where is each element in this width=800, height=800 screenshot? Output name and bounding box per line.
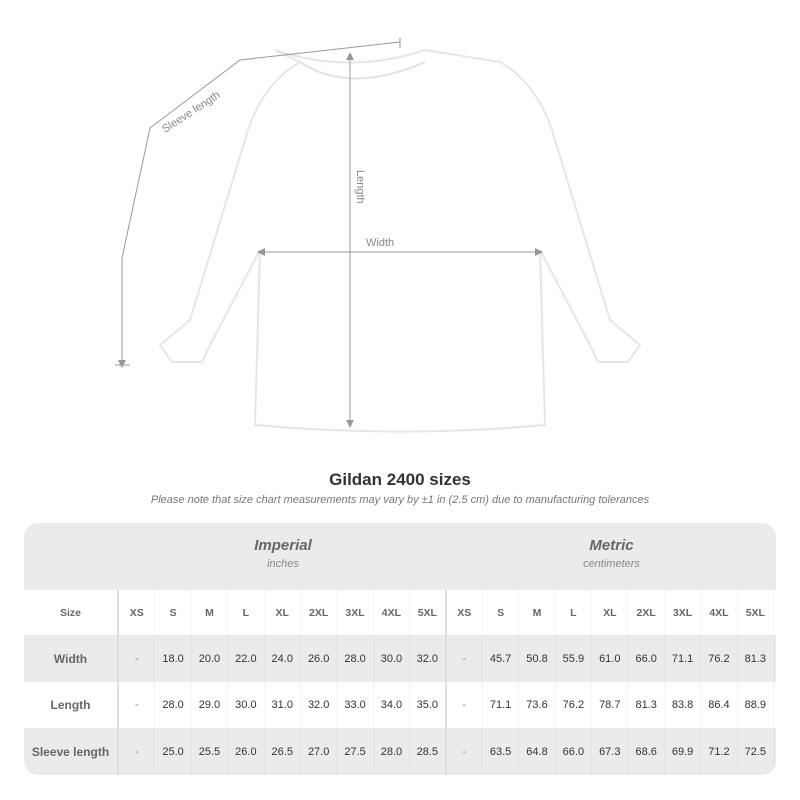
size-header: Size [24, 590, 119, 635]
imperial-unit: inches [267, 558, 299, 570]
metric-value: 86.4 [701, 682, 738, 728]
imperial-value: 26.0 [301, 635, 338, 682]
imperial-value: 34.0 [374, 682, 411, 728]
imperial-value: 27.5 [337, 728, 374, 775]
size-xs-header: XS [447, 590, 483, 635]
size-l-header: L [556, 590, 593, 635]
imperial-value: 26.5 [265, 728, 301, 775]
imperial-value: 31.0 [265, 682, 301, 728]
size-xl-header: XL [592, 590, 629, 635]
table-row: Width -18.0 20.0 22.0 24.0 26.0 28.0 30.0 32.0-4… [24, 635, 776, 682]
size-m-header: M [192, 590, 229, 635]
imperial-value: 22.0 [228, 635, 265, 682]
metric-value: 88.9 [738, 682, 775, 728]
table-row: Sleeve length -25.0 25.5 26.0 26.5 27.0 27.5 28… [24, 728, 776, 775]
imperial-value: 18.0 [155, 635, 192, 682]
row-label: Length [24, 682, 119, 728]
metric-value: 50.8 [519, 635, 556, 682]
imperial-title: Imperial [254, 537, 312, 554]
metric-value: - [447, 682, 483, 728]
metric-value: 78.7 [592, 682, 629, 728]
page-title: Gildan 2400 sizes [329, 470, 471, 489]
metric-group: Metric centimeters [447, 537, 776, 570]
imperial-value: 27.0 [301, 728, 338, 775]
metric-value: 67.3 [592, 728, 629, 775]
imperial-value: 30.0 [228, 682, 265, 728]
metric-value: 81.3 [738, 635, 775, 682]
metric-value: 63.5 [483, 728, 520, 775]
sleeve-length-label: Sleeve length [160, 89, 222, 135]
metric-value: 71.2 [701, 728, 738, 775]
sleeve-measure-line [121, 41, 401, 365]
metric-value: 64.8 [519, 728, 556, 775]
metric-value: 61.0 [592, 635, 629, 682]
imperial-value: 25.5 [192, 728, 229, 775]
imperial-value: 35.0 [410, 682, 447, 728]
size-4xl-header: 4XL [701, 590, 738, 635]
metric-value: 72.5 [738, 728, 775, 775]
size-header-row: Size XS S M L XL 2XL 3XL 4XL 5XL XS S M L XL 2XL 3XL 4XL 5… [24, 590, 776, 635]
imperial-group: Imperial inches [119, 537, 447, 570]
metric-value: 66.0 [556, 728, 593, 775]
imperial-value: 32.0 [301, 682, 338, 728]
tolerance-note: Please note that size chart measurements… [150, 494, 650, 506]
imperial-value: 26.0 [228, 728, 265, 775]
size-s-header: S [155, 590, 192, 635]
imperial-value: - [119, 728, 156, 775]
size-m-header: M [519, 590, 556, 635]
table-row: Length -28.0 29.0 30.0 31.0 32.0 33.0 34.0 35.0-… [24, 682, 776, 728]
size-5xl-header: 5XL [738, 590, 775, 635]
row-label: Sleeve length [24, 728, 119, 775]
metric-title: Metric [589, 537, 634, 554]
width-label: Width [366, 237, 394, 249]
metric-value: 69.9 [665, 728, 702, 775]
size-s-header: S [483, 590, 520, 635]
size-2xl-header: 2XL [628, 590, 665, 635]
length-label: Length [354, 170, 366, 204]
size-3xl-header: 3XL [337, 590, 374, 635]
metric-value: 71.1 [483, 682, 520, 728]
size-3xl-header: 3XL [665, 590, 702, 635]
collar [299, 61, 426, 80]
metric-value: 81.3 [628, 682, 665, 728]
size-xl-header: XL [265, 590, 301, 635]
size-l-header: L [228, 590, 265, 635]
shirt-illustration: Sleeve length Length Width [115, 38, 642, 433]
imperial-value: 28.0 [337, 635, 374, 682]
row-label: Width [24, 635, 119, 682]
metric-value: 83.8 [665, 682, 702, 728]
table-group-header [24, 523, 776, 590]
metric-value: 66.0 [628, 635, 665, 682]
imperial-value: 28.5 [410, 728, 447, 775]
metric-value: 73.6 [519, 682, 556, 728]
size-2xl-header: 2XL [301, 590, 338, 635]
size-4xl-header: 4XL [374, 590, 411, 635]
metric-value: 76.2 [556, 682, 593, 728]
imperial-value: - [119, 682, 156, 728]
imperial-value: 33.0 [337, 682, 374, 728]
metric-unit: centimeters [583, 558, 640, 570]
imperial-value: - [119, 635, 156, 682]
imperial-value: 30.0 [374, 635, 411, 682]
metric-value: - [447, 635, 483, 682]
imperial-value: 24.0 [265, 635, 301, 682]
long-sleeve-shirt [158, 48, 642, 433]
metric-value: 68.6 [628, 728, 665, 775]
metric-value: 55.9 [556, 635, 593, 682]
imperial-value: 29.0 [192, 682, 229, 728]
imperial-value: 32.0 [410, 635, 447, 682]
size-5xl-header: 5XL [410, 590, 447, 635]
metric-value: - [447, 728, 483, 775]
imperial-value: 25.0 [155, 728, 192, 775]
imperial-value: 20.0 [192, 635, 229, 682]
imperial-value: 28.0 [155, 682, 192, 728]
metric-value: 76.2 [701, 635, 738, 682]
metric-value: 45.7 [483, 635, 520, 682]
metric-value: 71.1 [665, 635, 702, 682]
imperial-value: 28.0 [374, 728, 411, 775]
size-xs-header: XS [119, 590, 156, 635]
size-chart-table: Imperial inches Metric centimeters Size X… [24, 523, 776, 775]
